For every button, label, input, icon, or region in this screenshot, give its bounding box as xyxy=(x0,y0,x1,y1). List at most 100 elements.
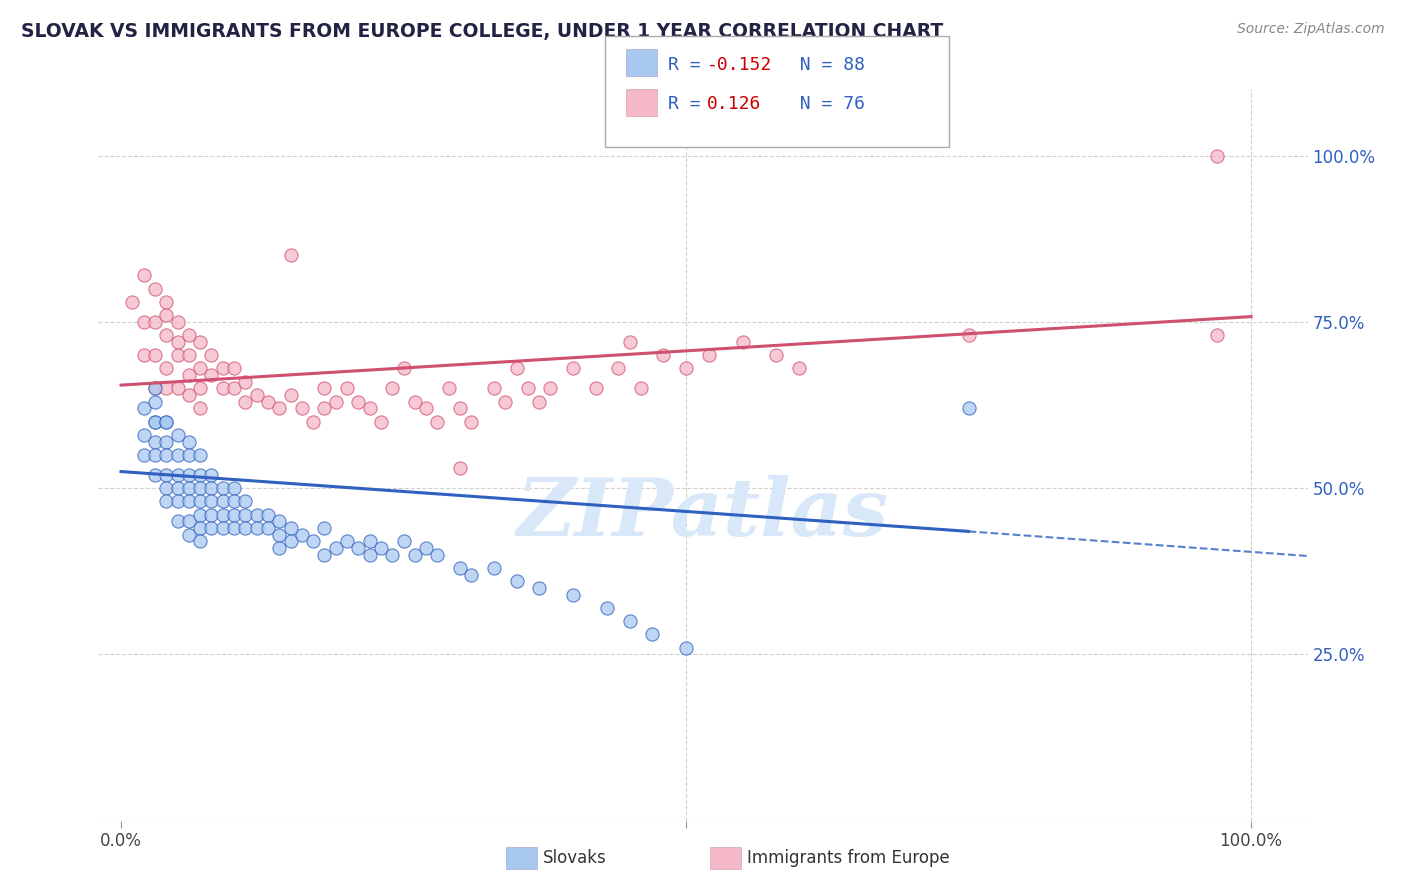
Point xyxy=(325,394,347,409)
Point xyxy=(404,394,426,409)
Point xyxy=(200,348,222,362)
Point xyxy=(143,315,166,329)
Text: Source: ZipAtlas.com: Source: ZipAtlas.com xyxy=(1237,22,1385,37)
Point xyxy=(291,527,314,541)
Point xyxy=(482,381,505,395)
Point xyxy=(121,295,143,310)
Point xyxy=(280,534,302,549)
Point xyxy=(494,394,516,409)
Point xyxy=(177,434,200,449)
Point xyxy=(155,434,177,449)
Point xyxy=(177,388,200,402)
Point xyxy=(222,361,245,376)
Point xyxy=(166,381,188,395)
Point xyxy=(280,248,302,262)
Point xyxy=(449,461,471,475)
Point xyxy=(765,348,787,362)
Point xyxy=(132,448,155,462)
Point xyxy=(166,315,188,329)
Point xyxy=(336,381,359,395)
Point xyxy=(177,368,200,383)
Point xyxy=(188,494,211,508)
Point xyxy=(143,394,166,409)
Point xyxy=(269,401,291,416)
Point xyxy=(188,334,211,349)
Point xyxy=(437,381,460,395)
Point xyxy=(155,328,177,343)
Point xyxy=(132,348,155,362)
Text: R =: R = xyxy=(668,95,723,113)
Point xyxy=(155,448,177,462)
Point xyxy=(188,521,211,535)
Point xyxy=(392,534,415,549)
Point xyxy=(336,534,359,549)
Point xyxy=(188,534,211,549)
Point xyxy=(516,381,538,395)
Point xyxy=(257,521,280,535)
Point xyxy=(166,515,188,529)
Text: SLOVAK VS IMMIGRANTS FROM EUROPE COLLEGE, UNDER 1 YEAR CORRELATION CHART: SLOVAK VS IMMIGRANTS FROM EUROPE COLLEGE… xyxy=(21,22,943,41)
Point xyxy=(177,348,200,362)
Point xyxy=(177,515,200,529)
Point xyxy=(426,415,449,429)
Point xyxy=(957,328,980,343)
Point xyxy=(482,561,505,575)
Point xyxy=(177,527,200,541)
Point xyxy=(246,521,269,535)
Point xyxy=(585,381,607,395)
Point xyxy=(505,361,527,376)
Text: R =: R = xyxy=(668,56,711,74)
Point xyxy=(731,334,754,349)
Point xyxy=(200,368,222,383)
Point xyxy=(222,494,245,508)
Point xyxy=(155,415,177,429)
Point xyxy=(302,415,325,429)
Point xyxy=(314,521,336,535)
Point xyxy=(143,448,166,462)
Point xyxy=(188,467,211,482)
Point xyxy=(166,448,188,462)
Point xyxy=(211,508,233,522)
Point xyxy=(200,521,222,535)
Point xyxy=(1206,149,1229,163)
Point xyxy=(177,467,200,482)
Point xyxy=(155,494,177,508)
Point xyxy=(177,448,200,462)
Text: N = 88: N = 88 xyxy=(778,56,865,74)
Point xyxy=(641,627,664,641)
Point xyxy=(166,494,188,508)
Point xyxy=(370,541,392,555)
Point xyxy=(314,381,336,395)
Text: -0.152: -0.152 xyxy=(707,56,772,74)
Point xyxy=(143,467,166,482)
Point xyxy=(166,348,188,362)
Point xyxy=(675,640,697,655)
Point xyxy=(211,521,233,535)
Point xyxy=(460,415,482,429)
Text: Immigrants from Europe: Immigrants from Europe xyxy=(747,849,949,867)
Point xyxy=(155,481,177,495)
Point xyxy=(269,527,291,541)
Point xyxy=(143,415,166,429)
Point xyxy=(957,401,980,416)
Point xyxy=(155,415,177,429)
Point xyxy=(562,588,585,602)
Point xyxy=(527,581,550,595)
Point xyxy=(302,534,325,549)
Point xyxy=(538,381,561,395)
Point xyxy=(200,508,222,522)
Point xyxy=(505,574,527,589)
Point xyxy=(415,541,437,555)
Point xyxy=(143,348,166,362)
Point xyxy=(233,375,256,389)
Point xyxy=(200,494,222,508)
Point xyxy=(155,295,177,310)
Text: ZIPatlas: ZIPatlas xyxy=(517,475,889,552)
Point xyxy=(155,467,177,482)
Point xyxy=(188,401,211,416)
Point xyxy=(359,548,381,562)
Point xyxy=(426,548,449,562)
Point xyxy=(607,361,630,376)
Point xyxy=(359,401,381,416)
Point xyxy=(449,561,471,575)
